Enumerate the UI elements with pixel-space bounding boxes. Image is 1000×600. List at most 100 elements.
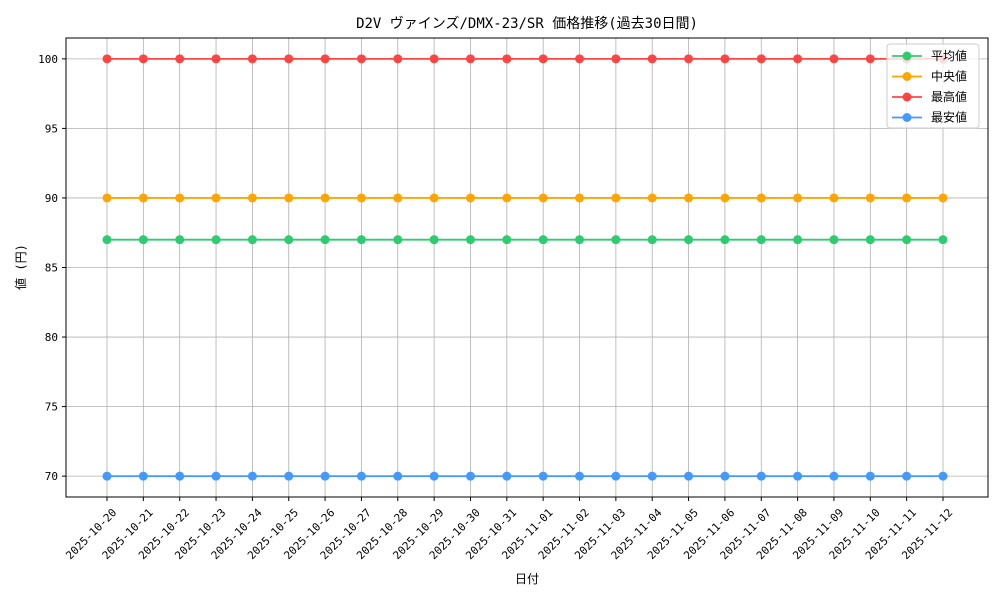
data-point <box>720 471 730 481</box>
legend-label: 中央値 <box>931 69 967 84</box>
data-point <box>575 235 585 245</box>
data-point <box>284 193 294 203</box>
data-point <box>756 193 766 203</box>
data-point <box>938 193 948 203</box>
data-point <box>465 193 475 203</box>
data-point <box>502 193 512 203</box>
data-point <box>211 193 221 203</box>
data-point <box>502 471 512 481</box>
data-point <box>865 471 875 481</box>
data-point <box>575 471 585 481</box>
data-point <box>938 235 948 245</box>
data-point <box>211 471 221 481</box>
data-point <box>538 193 548 203</box>
data-point <box>320 235 330 245</box>
data-point <box>175 235 185 245</box>
data-point <box>320 471 330 481</box>
y-axis-label: 値 (円) <box>13 244 28 290</box>
data-point <box>284 54 294 64</box>
data-point <box>684 54 694 64</box>
data-point <box>429 471 439 481</box>
data-point <box>356 54 366 64</box>
data-point <box>429 235 439 245</box>
data-point <box>647 193 657 203</box>
data-point <box>175 471 185 481</box>
data-point <box>829 471 839 481</box>
data-point <box>138 54 148 64</box>
data-point <box>247 54 257 64</box>
data-point <box>393 235 403 245</box>
data-point <box>138 471 148 481</box>
data-point <box>356 471 366 481</box>
data-point <box>829 193 839 203</box>
plot-frame <box>65 37 989 498</box>
data-point <box>284 235 294 245</box>
data-point <box>793 54 803 64</box>
y-tick-label: 90 <box>45 192 58 205</box>
data-point <box>538 235 548 245</box>
data-point <box>247 193 257 203</box>
data-point <box>865 235 875 245</box>
data-point <box>611 193 621 203</box>
data-point <box>647 54 657 64</box>
data-point <box>720 235 730 245</box>
legend-marker <box>902 51 912 61</box>
legend-marker <box>902 92 912 102</box>
data-point <box>247 235 257 245</box>
data-point <box>829 54 839 64</box>
data-point <box>793 471 803 481</box>
data-point <box>756 54 766 64</box>
data-point <box>465 54 475 64</box>
data-point <box>429 193 439 203</box>
y-tick-label: 80 <box>45 331 58 344</box>
data-point <box>684 471 694 481</box>
data-point <box>356 235 366 245</box>
data-point <box>211 235 221 245</box>
data-point <box>502 54 512 64</box>
data-point <box>138 193 148 203</box>
data-point <box>756 235 766 245</box>
y-tick-label: 75 <box>45 401 58 414</box>
data-point <box>320 193 330 203</box>
data-point <box>720 193 730 203</box>
data-point <box>393 54 403 64</box>
data-point <box>611 54 621 64</box>
y-tick-label: 70 <box>45 470 58 483</box>
data-point <box>938 471 948 481</box>
data-point <box>538 471 548 481</box>
data-point <box>647 471 657 481</box>
data-point <box>684 193 694 203</box>
legend-label: 平均値 <box>931 48 967 63</box>
data-point <box>465 235 475 245</box>
data-point <box>102 54 112 64</box>
chart-title: D2V ヴァインズ/DMX-23/SR 価格推移(過去30日間) <box>356 15 698 32</box>
data-point <box>611 235 621 245</box>
data-point <box>175 193 185 203</box>
data-point <box>429 54 439 64</box>
data-point <box>902 235 912 245</box>
data-point <box>865 54 875 64</box>
data-point <box>102 235 112 245</box>
data-point <box>356 193 366 203</box>
data-point <box>575 193 585 203</box>
data-point <box>829 235 839 245</box>
legend-label: 最高値 <box>931 89 967 104</box>
data-point <box>284 471 294 481</box>
data-point <box>502 235 512 245</box>
data-point <box>393 193 403 203</box>
data-point <box>793 193 803 203</box>
legend-box <box>886 43 980 129</box>
data-point <box>647 235 657 245</box>
data-point <box>865 193 875 203</box>
data-point <box>393 471 403 481</box>
y-tick-label: 95 <box>45 122 58 135</box>
y-tick-label: 85 <box>45 262 58 275</box>
y-tick-label: 100 <box>38 53 58 66</box>
legend-label: 最安値 <box>931 110 967 125</box>
data-point <box>211 54 221 64</box>
data-point <box>538 54 548 64</box>
legend-marker <box>902 113 912 122</box>
data-point <box>720 54 730 64</box>
